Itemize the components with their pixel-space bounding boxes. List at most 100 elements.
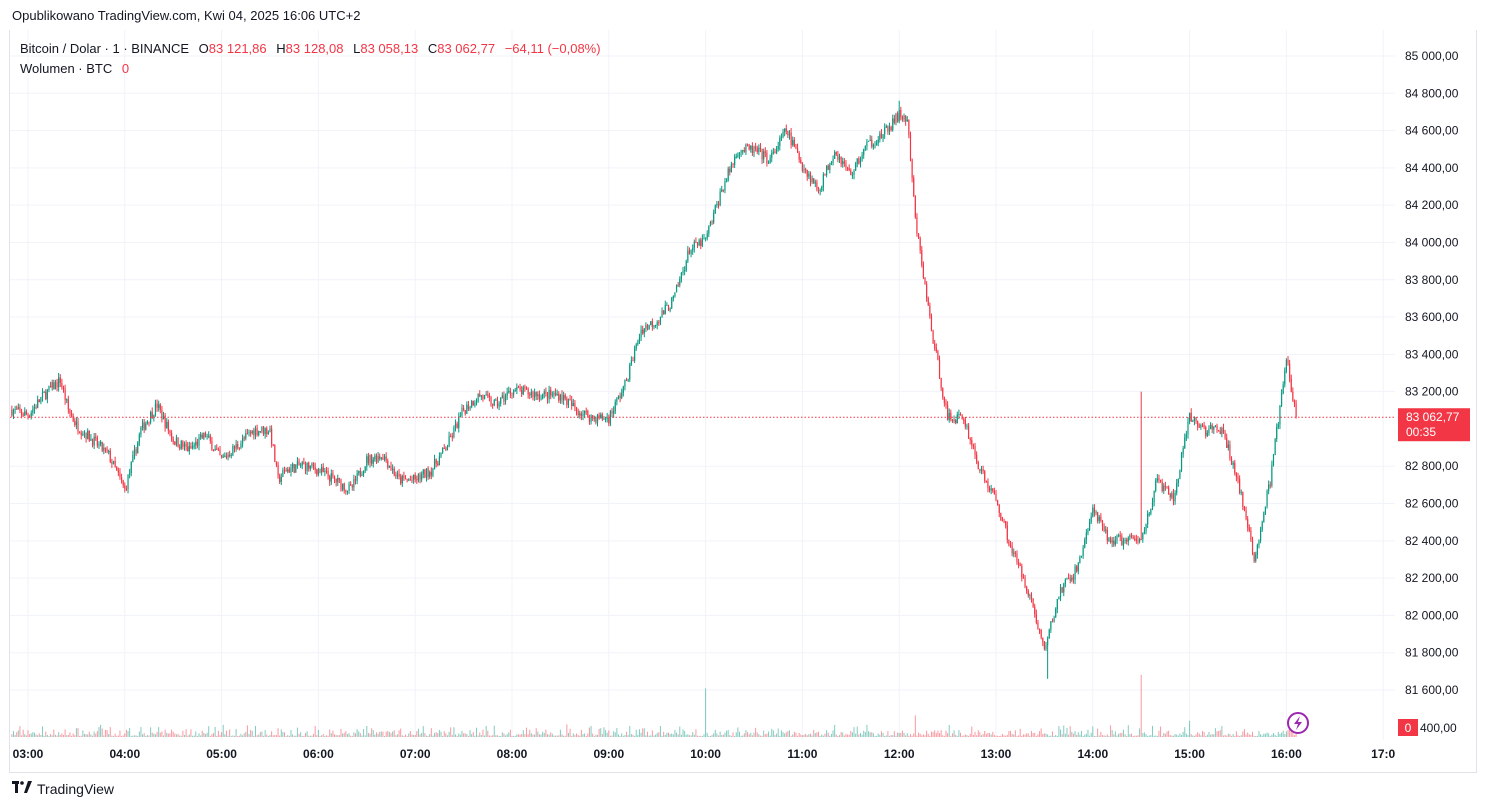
volume-bar	[493, 725, 495, 737]
volume-bar	[1185, 733, 1187, 737]
candle-body	[687, 250, 689, 261]
price-axis-label: 83 800,00	[1405, 273, 1459, 287]
volume-bar	[1095, 735, 1097, 737]
candle-body	[108, 450, 110, 452]
candle-body	[609, 411, 612, 424]
candle-body	[824, 174, 826, 176]
candle-body	[929, 305, 931, 317]
candle-body	[671, 298, 673, 309]
candle-body	[519, 387, 521, 391]
volume-bar	[1018, 735, 1020, 737]
candle-body	[906, 119, 908, 122]
candle-body	[458, 416, 460, 429]
candle-body	[1105, 529, 1107, 531]
candle-body	[33, 406, 36, 410]
volume-bar	[672, 734, 674, 737]
candle-body	[1208, 428, 1210, 433]
candle-body	[451, 436, 453, 438]
candle-body	[448, 436, 450, 447]
volume-bar	[658, 732, 660, 737]
candle-body	[422, 469, 424, 475]
volume-bar	[393, 730, 395, 737]
volume-bar	[519, 734, 521, 737]
volume-bar	[521, 733, 523, 737]
candle-body	[1256, 545, 1258, 555]
volume-bar	[790, 735, 792, 737]
volume-bar	[664, 734, 666, 737]
candle-body	[371, 455, 373, 464]
candle-body	[412, 474, 415, 481]
volume-bar	[584, 733, 586, 737]
volume-bar	[24, 734, 26, 737]
volume-bar	[1131, 733, 1133, 737]
volume-bar	[406, 735, 408, 737]
candle-body	[627, 379, 629, 381]
volume-bar	[948, 725, 950, 737]
candle-body	[1274, 439, 1276, 455]
volume-bar	[1213, 734, 1215, 737]
candle-body	[1013, 552, 1015, 554]
volume-bar	[780, 730, 782, 737]
volume-bar	[329, 729, 331, 737]
candle-body	[253, 430, 255, 436]
volume-bar	[1061, 734, 1063, 737]
symbol-title[interactable]: Bitcoin / Dolar · 1 · BINANCE	[20, 41, 190, 56]
volume-bar	[450, 727, 452, 737]
candle-body	[1182, 448, 1184, 454]
candle-body	[1043, 641, 1045, 650]
candle-body	[417, 473, 420, 481]
candle-body	[793, 140, 795, 147]
volume-bar	[742, 735, 744, 737]
volume-bar	[1227, 733, 1229, 737]
volume-title[interactable]: Wolumen · BTC	[20, 61, 113, 76]
candle-body	[1148, 513, 1150, 515]
volume-bar	[901, 730, 903, 737]
volume-bar	[690, 735, 692, 737]
candle-body	[1247, 519, 1249, 528]
volume-bar	[1051, 731, 1053, 737]
candle-body	[977, 461, 979, 470]
candle-body	[596, 415, 599, 423]
tradingview-brand[interactable]: TradingView	[12, 780, 114, 797]
volume-bar	[408, 733, 410, 737]
volume-bar	[490, 735, 492, 737]
volume-bar	[448, 731, 450, 737]
volume-bar	[876, 735, 878, 737]
candle-body	[646, 325, 649, 330]
volume-bar	[300, 732, 302, 737]
candle-body	[212, 450, 215, 452]
volume-bar	[516, 734, 518, 737]
candle-body	[25, 411, 27, 415]
candle-body	[345, 490, 347, 492]
volume-bar	[235, 729, 237, 737]
volume-bar	[824, 733, 826, 737]
volume-bar	[98, 727, 100, 737]
volume-bar	[340, 728, 342, 737]
volume-axis-label: 400,00	[1420, 721, 1457, 735]
candle-body	[304, 463, 307, 472]
volume-bar	[366, 726, 368, 737]
volume-bar	[576, 733, 578, 737]
candle-body	[124, 485, 126, 489]
volume-bar	[488, 735, 490, 737]
candle-body	[777, 145, 779, 150]
volume-bar	[129, 728, 131, 737]
volume-bar	[517, 734, 519, 737]
high-value: 83 128,08	[285, 41, 344, 56]
candle-body	[661, 310, 663, 317]
volume-bar	[38, 733, 40, 737]
candle-body	[808, 173, 810, 177]
chart-frame[interactable]	[9, 30, 1477, 773]
volume-bar	[1203, 732, 1205, 737]
candle-body	[1153, 490, 1155, 503]
candle-body	[1248, 527, 1250, 531]
candle-body	[130, 462, 132, 473]
candle-body	[1268, 484, 1270, 491]
candle-body	[1166, 486, 1168, 488]
candle-body	[732, 163, 734, 165]
volume-bar	[1248, 734, 1250, 737]
volume-bar	[1293, 735, 1295, 737]
volume-bar	[751, 735, 753, 737]
candle-body	[1040, 630, 1042, 638]
